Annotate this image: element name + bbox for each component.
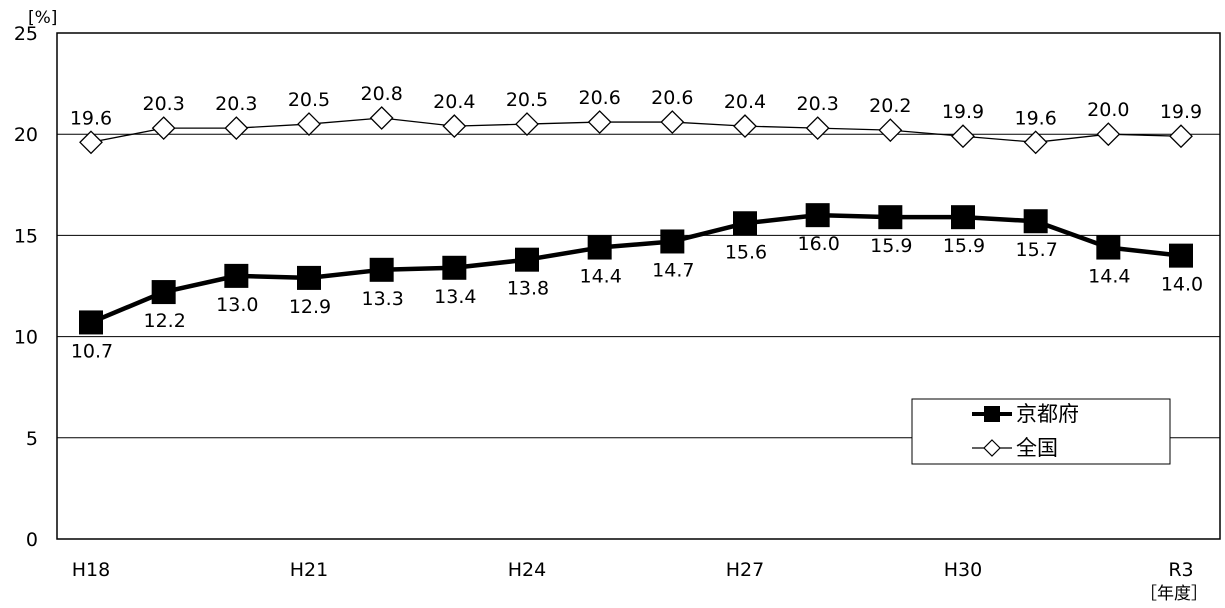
data-label-kyoto: 14.7 [652,259,694,281]
data-label-kyoto: 15.6 [725,241,767,263]
data-label-national: 20.2 [869,95,911,117]
data-point-kyoto [151,280,176,305]
data-point-national [1096,122,1121,147]
data-label-national: 20.6 [579,87,621,109]
y-tick-label: 15 [14,225,38,247]
data-point-kyoto [1169,243,1193,268]
data-point-kyoto [369,257,394,282]
data-point-national [805,116,830,141]
y-tick-label: 25 [14,23,38,45]
data-point-national [297,112,321,136]
data-point-kyoto [587,235,612,260]
data-label-national: 20.3 [143,93,185,115]
data-label-kyoto: 13.4 [434,286,476,308]
data-point-national [515,112,539,136]
data-point-national [660,110,685,134]
data-point-national [587,110,612,134]
data-point-kyoto [1023,209,1048,234]
series [79,106,1193,335]
data-point-national [369,106,394,130]
data-point-kyoto [878,205,903,230]
data-point-kyoto [660,229,685,254]
data-label-national: 20.4 [433,91,475,113]
data-point-kyoto [515,247,539,272]
data-label-national: 20.5 [288,89,330,111]
data-label-national: 20.0 [1087,99,1129,121]
legend-label-kyoto: 京都府 [1016,402,1079,426]
legend-diamond-marker-icon [983,439,1001,457]
x-tick-label: H21 [290,559,328,581]
x-tick-label: R3 [1168,559,1193,581]
y-axis-unit-label: [%] [28,8,57,28]
data-point-national [79,130,103,155]
data-label-national: 20.5 [506,89,548,111]
data-label-kyoto: 10.7 [71,340,113,362]
data-point-national [951,124,975,149]
data-label-national: 20.8 [361,83,403,105]
y-tick-label: 0 [26,529,38,551]
data-label-kyoto: 15.9 [943,235,985,257]
data-point-kyoto [297,265,321,290]
data-label-kyoto: 14.4 [1088,266,1130,288]
x-tick-label: H30 [944,559,982,581]
data-point-kyoto [442,255,467,280]
data-point-national [442,114,467,139]
plot-area-border [56,32,1221,540]
data-point-national [151,116,176,141]
data-point-national [733,114,757,139]
data-label-national: 19.9 [1160,101,1202,123]
data-label-kyoto: 12.2 [144,310,186,332]
data-point-kyoto [1096,235,1121,260]
data-point-kyoto [733,211,757,236]
data-point-kyoto [951,205,975,230]
data-label-kyoto: 13.8 [507,278,549,300]
data-point-kyoto [79,310,103,335]
legend-box [911,398,1171,465]
x-tick-label: H24 [508,559,546,581]
data-label-national: 19.6 [1015,107,1057,129]
data-label-national: 19.9 [942,101,984,123]
data-label-kyoto: 15.7 [1016,239,1058,261]
data-label-kyoto: 13.3 [362,288,404,310]
axes: [%] ［年度］ 0 5 10 15 20 25 H18 H21 H24 H27 H30 R3 [14,8,1208,604]
data-label-kyoto: 16.0 [798,233,840,255]
x-axis-unit-label: ［年度］ [1140,584,1208,604]
x-tick-label: H27 [726,559,764,581]
data-label-national: 20.3 [215,93,257,115]
data-label-kyoto: 15.9 [870,235,912,257]
data-point-national [1023,130,1048,155]
data-label-kyoto: 14.0 [1161,274,1203,296]
data-point-national [224,116,249,141]
data-point-kyoto [224,263,249,288]
legend: 京都府 全国 [911,398,1171,465]
data-label-national: 19.6 [70,107,112,129]
series-line-national [90,117,1182,143]
data-point-national [1169,124,1193,149]
x-tick-label: H18 [72,559,110,581]
y-tick-label: 10 [14,327,38,349]
data-label-kyoto: 13.0 [216,294,258,316]
data-label-national: 20.3 [797,93,839,115]
y-tick-label: 5 [26,428,38,450]
data-labels: 10.7 12.2 13.0 12.9 13.3 13.4 13.8 14.4 14.7 15.6… [70,83,1203,362]
data-point-national [878,118,903,143]
data-label-national: 20.4 [724,91,766,113]
data-label-kyoto: 12.9 [289,296,331,318]
data-point-kyoto [805,203,830,228]
legend-label-national: 全国 [1016,436,1058,460]
data-label-national: 20.6 [651,87,693,109]
data-label-kyoto: 14.4 [580,266,622,288]
y-tick-label: 20 [14,124,38,146]
series-line-kyoto [90,212,1182,325]
legend-square-marker-icon [984,406,1000,422]
